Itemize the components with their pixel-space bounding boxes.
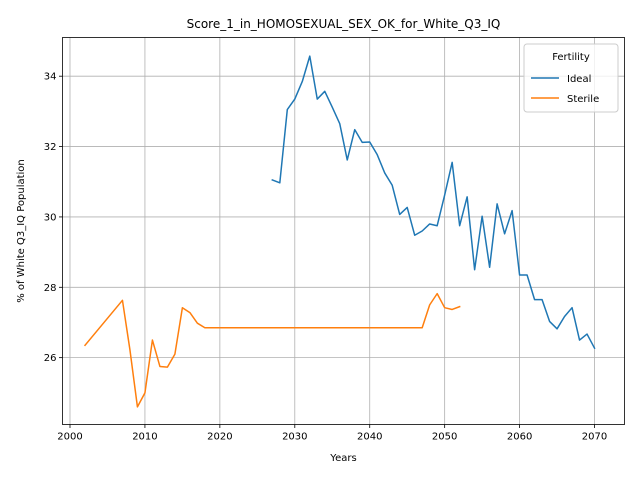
legend-title: Fertility [552,52,590,63]
x-tick-label: 2060 [507,432,532,443]
legend-box [523,43,619,113]
x-tick-label: 2010 [132,432,157,443]
series-line-sterile [83,292,461,408]
y-axis-ticks: 26 28 30 32 34 [44,72,63,364]
x-tick-label: 2000 [57,432,82,443]
series-lines [83,55,596,408]
y-tick-label: 26 [44,353,57,364]
y-tick-label: 28 [44,283,57,294]
x-tick-label: 2030 [282,432,307,443]
x-tick-label: 2020 [207,432,232,443]
x-tick-label: 2050 [432,432,457,443]
y-axis-label: % of White Q3_IQ Population [16,159,27,303]
legend-label-sterile: Sterile [567,94,599,105]
chart-title: Score_1_in_HOMOSEXUAL_SEX_OK_for_White_Q… [187,17,501,31]
legend-label-ideal: Ideal [567,74,591,85]
x-axis-ticks: 2000 2010 2020 2030 2040 2050 2060 2070 [57,424,607,443]
x-tick-label: 2070 [582,432,607,443]
x-tick-label: 2040 [357,432,382,443]
plot-frame [62,37,625,425]
series-line-ideal [271,55,596,350]
y-tick-label: 30 [44,212,57,223]
y-tick-label: 32 [44,142,57,153]
y-tick-label: 34 [44,72,57,83]
legend: Fertility Ideal Sterile [523,43,619,113]
x-axis-label: Years [329,453,356,464]
